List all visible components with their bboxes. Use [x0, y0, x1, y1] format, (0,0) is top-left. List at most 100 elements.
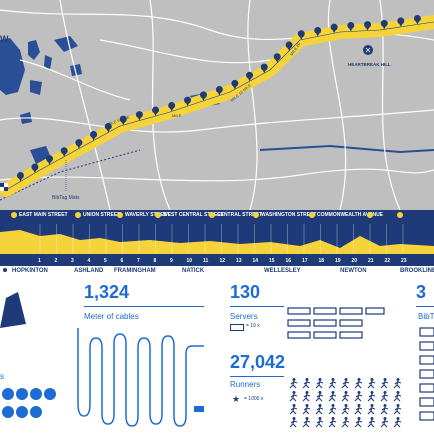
- runner-figure-icon: [380, 391, 389, 402]
- route-marker-icon: [31, 163, 39, 173]
- runner-figure-icon: [315, 378, 324, 389]
- runner-figure-icon: [393, 404, 402, 415]
- cables-value: 1,324: [84, 282, 130, 302]
- runner-figure-icon: [380, 417, 389, 428]
- pond-b: [44, 55, 52, 70]
- heartbreak-hill-icon: [363, 45, 373, 55]
- runner-figure-icon: [315, 404, 324, 415]
- runner-figure-icon: [393, 391, 402, 402]
- runner-figure-icon: [393, 417, 402, 428]
- mile-number: 19: [335, 258, 341, 264]
- route-marker-icon: [364, 21, 372, 31]
- street-marker-icon: [397, 212, 403, 218]
- runners-rule: [230, 376, 284, 377]
- mile-number: 17: [302, 258, 308, 264]
- servers-label: Servers: [230, 312, 258, 321]
- map-edge-letter: W: [0, 34, 9, 44]
- street-marker-icon: [253, 212, 259, 218]
- route-marker-icon: [231, 79, 239, 90]
- runner-figure-icon: [341, 378, 350, 389]
- street-label: WASHINGTON STREET: [261, 212, 316, 218]
- runner-figure-icon: [367, 378, 376, 389]
- runner-figure-icon: [380, 404, 389, 415]
- mile-number: 12: [220, 258, 226, 264]
- pond-d: [54, 36, 78, 52]
- pin-grid: [2, 388, 56, 418]
- mile-number: 18: [319, 258, 325, 264]
- town-labels: HOPKINTON ASHLAND FRAMINGHAM NATICK WELLESLE…: [3, 268, 434, 274]
- street-label: WAVERLY STREET: [125, 212, 170, 218]
- mile-number: 7: [137, 258, 140, 264]
- runner-legend-icon: ★: [232, 394, 241, 404]
- mile-number: 3: [71, 258, 74, 264]
- route-marker-icon: [104, 122, 112, 133]
- mile-number: 4: [88, 258, 91, 264]
- street-label: COMMONWEALTH AVENUE: [317, 212, 384, 218]
- runner-figure-icon: [328, 391, 337, 402]
- runner-figure-icon: [354, 404, 363, 415]
- cables-rule: [84, 306, 204, 307]
- street-marker-icon: [155, 212, 161, 218]
- runner-figure-icon: [341, 391, 350, 402]
- bibtag-value: 3: [416, 282, 427, 302]
- mile-number: 16: [286, 258, 292, 264]
- town-label: FRAMINGHAM: [114, 268, 156, 274]
- route-marker-icon: [90, 131, 98, 141]
- runners-label: Runners: [230, 380, 261, 389]
- route-marker-icon: [297, 30, 305, 40]
- runner-figure-icon: [302, 378, 311, 389]
- street-marker-icon: [11, 212, 17, 218]
- route-marker-icon: [215, 86, 223, 96]
- mile-number: 21: [368, 258, 374, 264]
- route-markers: [16, 14, 421, 182]
- mile-number: 6: [121, 258, 124, 264]
- runner-figure-icon: [302, 404, 311, 415]
- town-label: HOPKINTON: [12, 268, 48, 274]
- towns-svg: HOPKINTON ASHLAND FRAMINGHAM NATICK WELLESLE…: [3, 268, 434, 274]
- bibtag-label: BibTag Mats: [52, 195, 80, 201]
- left-caption: s: [0, 372, 4, 381]
- mile-number: 20: [352, 258, 358, 264]
- runner-figure-icon: [289, 404, 298, 415]
- runners-legend: = 1000 x: [244, 396, 264, 402]
- runner-figure-icon: [341, 404, 350, 415]
- runner-figure-icon: [367, 417, 376, 428]
- cable-coil-icon: [77, 328, 204, 427]
- runner-figure-icon: [367, 391, 376, 402]
- route-marker-icon: [260, 63, 268, 74]
- runner-figure-icon: [367, 404, 376, 415]
- runner-figure-icon: [289, 378, 298, 389]
- route-marker-icon: [285, 41, 293, 51]
- start-flag-icon: [0, 183, 8, 191]
- mile-number: 1: [38, 258, 41, 264]
- runner-figure-icon: [393, 378, 402, 389]
- mile-number: 8: [154, 258, 157, 264]
- route-marker-icon: [413, 14, 421, 25]
- route-marker-icon: [184, 96, 192, 107]
- route-marker-icon: [314, 26, 322, 37]
- river: [259, 144, 434, 154]
- town-label: WELLESLEY: [264, 268, 301, 274]
- profile-svg: EAST MAIN STREET UNION STREET WAVERLY STRE…: [0, 212, 434, 264]
- route-marker-icon: [152, 106, 160, 117]
- cables-label: Meter of cables: [84, 312, 139, 321]
- route-marker-icon: [246, 71, 254, 82]
- heartbreak-hill-label: HEARTBREAK HILL: [348, 62, 391, 67]
- town-label: ASHLAND: [74, 268, 104, 274]
- route-marker-icon: [397, 17, 405, 27]
- route-marker-icon: [380, 19, 388, 30]
- street-label: CENTRAL STREET: [217, 212, 262, 218]
- runner-figure-icon: [354, 417, 363, 428]
- route-marker-icon: [16, 171, 24, 182]
- elevation-profile: EAST MAIN STREET UNION STREET WAVERLY STRE…: [0, 210, 434, 266]
- mile-number: 11: [203, 258, 209, 264]
- runner-figure-icon: [354, 378, 363, 389]
- runner-figure-icon: [315, 417, 324, 428]
- roads: [0, 0, 434, 210]
- street-label: EAST MAIN STREET: [19, 212, 68, 218]
- mile-number: 5: [104, 258, 107, 264]
- servers-legend: = 10 x: [246, 323, 260, 329]
- mile-number: 9: [170, 258, 173, 264]
- start-dot-icon: [3, 268, 7, 272]
- street-markers: EAST MAIN STREET UNION STREET WAVERLY STRE…: [11, 212, 403, 218]
